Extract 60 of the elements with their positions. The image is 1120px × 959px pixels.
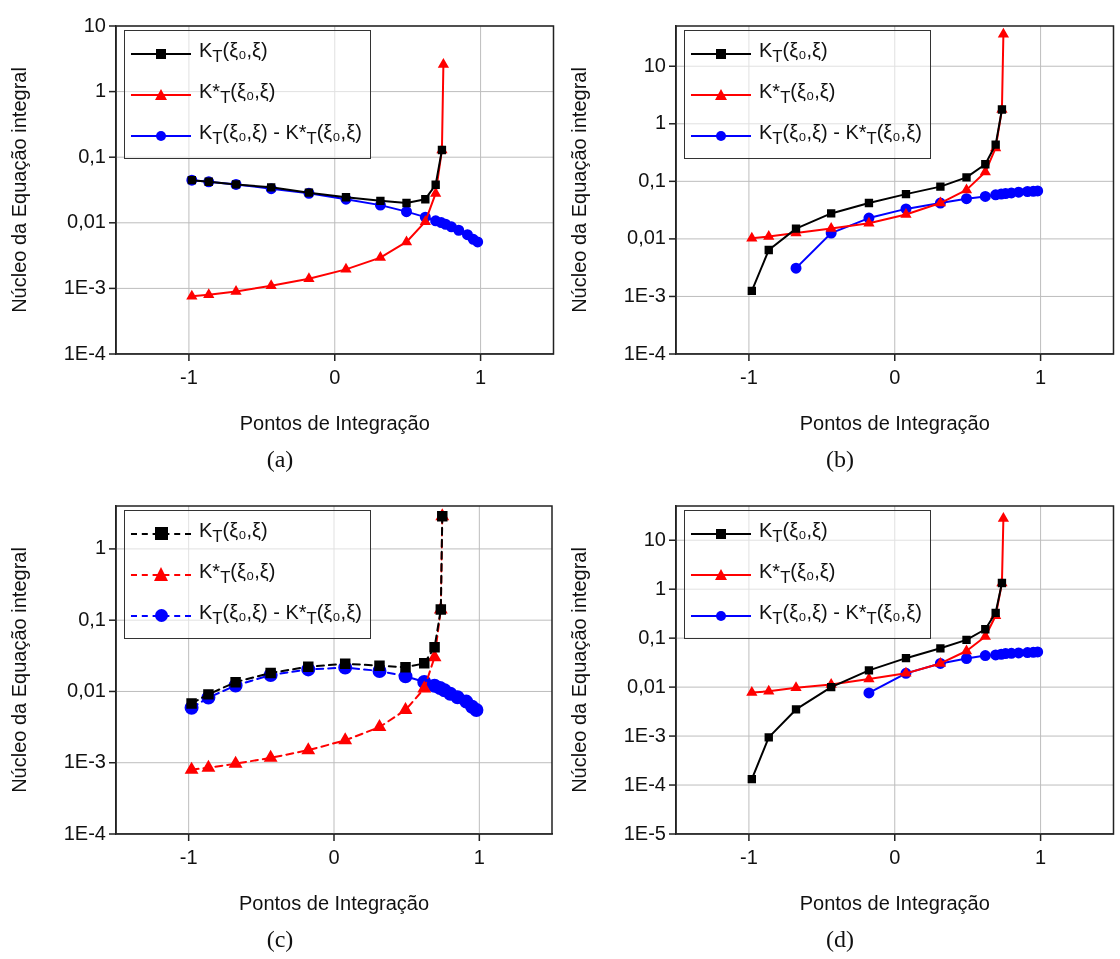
y-tick-label: 1 bbox=[654, 111, 666, 134]
x-tick-label: -1 bbox=[179, 845, 198, 868]
y-tick-label: 1E-4 bbox=[63, 341, 106, 364]
y-axis-title: Núcleo da Equação integral bbox=[7, 67, 30, 313]
legend-label: K$_{T}$(ξ₀,ξ) bbox=[759, 38, 828, 68]
x-tick-label: 0 bbox=[328, 845, 340, 868]
legend-label: K$_{T}$(ξ₀,ξ) bbox=[199, 518, 268, 548]
x-tick-label: -1 bbox=[740, 365, 758, 388]
y-tick-label: 0,01 bbox=[627, 226, 666, 249]
y-tick-label: 0,1 bbox=[638, 625, 666, 648]
legend-label: K$_{T}$(ξ₀,ξ) - K*$_{T}$(ξ₀,ξ) bbox=[759, 600, 922, 630]
y-axis-title: Núcleo da Equação integral bbox=[567, 67, 590, 313]
x-tick-label: 0 bbox=[889, 365, 901, 388]
y-tick-label: 1E-3 bbox=[63, 750, 106, 773]
legend-label: K$_{T}$(ξ₀,ξ) - K*$_{T}$(ξ₀,ξ) bbox=[199, 120, 362, 150]
y-tick-label: 0,1 bbox=[638, 168, 666, 191]
y-axis-title: Núcleo da Equação integral bbox=[567, 547, 590, 793]
legend-label: K*$_{T}$(ξ₀,ξ) bbox=[759, 79, 836, 109]
y-tick-label: 1 bbox=[94, 79, 106, 102]
y-tick-label: 0,01 bbox=[627, 674, 666, 697]
x-tick-label: 0 bbox=[889, 845, 901, 868]
y-tick-label: 10 bbox=[643, 53, 666, 76]
y-tick-label: 1E-3 bbox=[623, 283, 666, 306]
x-tick-label: 1 bbox=[1035, 365, 1047, 388]
x-tick-label: -1 bbox=[740, 845, 758, 868]
text: (b) bbox=[825, 446, 855, 473]
x-tick-label: 1 bbox=[1035, 845, 1047, 868]
text: (c) bbox=[265, 926, 295, 953]
x-axis-title: Pontos de Integração bbox=[239, 411, 430, 434]
y-axis-title: Núcleo da Equação integral bbox=[7, 547, 30, 793]
y-tick-label: 0,1 bbox=[78, 607, 106, 630]
y-tick-label: 10 bbox=[643, 527, 666, 550]
y-tick-label: 1E-4 bbox=[63, 821, 106, 844]
legend-label: K*$_{T}$(ξ₀,ξ) bbox=[759, 559, 836, 589]
y-tick-label: 1E-3 bbox=[623, 723, 666, 746]
y-tick-label: 1E-4 bbox=[623, 772, 666, 795]
x-axis-title: Pontos de Integração bbox=[799, 411, 990, 434]
legend-label: K*$_{T}$(ξ₀,ξ) bbox=[199, 79, 276, 109]
y-tick-label: 10 bbox=[83, 13, 106, 36]
y-tick-label: 0,1 bbox=[78, 144, 106, 167]
y-tick-label: 1E-3 bbox=[63, 275, 106, 298]
y-tick-label: 0,01 bbox=[67, 678, 106, 701]
y-tick-label: 1 bbox=[654, 576, 666, 599]
y-tick-label: 1E-4 bbox=[623, 341, 666, 364]
x-tick-label: -1 bbox=[180, 365, 198, 388]
text: (a) bbox=[265, 446, 295, 473]
y-tick-label: 1 bbox=[94, 536, 106, 559]
legend-label: K$_{T}$(ξ₀,ξ) - K*$_{T}$(ξ₀,ξ) bbox=[199, 600, 362, 630]
x-tick-label: 1 bbox=[473, 845, 485, 868]
legend-label: K$_{T}$(ξ₀,ξ) bbox=[199, 38, 268, 68]
x-axis-title: Pontos de Integração bbox=[238, 891, 430, 914]
legend-label: K*$_{T}$(ξ₀,ξ) bbox=[199, 559, 276, 589]
y-tick-label: 1E-5 bbox=[623, 821, 666, 844]
x-tick-label: 1 bbox=[475, 365, 487, 388]
text: (d) bbox=[825, 926, 855, 953]
x-tick-label: 0 bbox=[329, 365, 341, 388]
y-tick-label: 0,01 bbox=[67, 210, 106, 233]
legend-label: K$_{T}$(ξ₀,ξ) bbox=[759, 518, 828, 548]
legend-label: K$_{T}$(ξ₀,ξ) - K*$_{T}$(ξ₀,ξ) bbox=[759, 120, 922, 150]
x-axis-title: Pontos de Integração bbox=[799, 891, 990, 914]
